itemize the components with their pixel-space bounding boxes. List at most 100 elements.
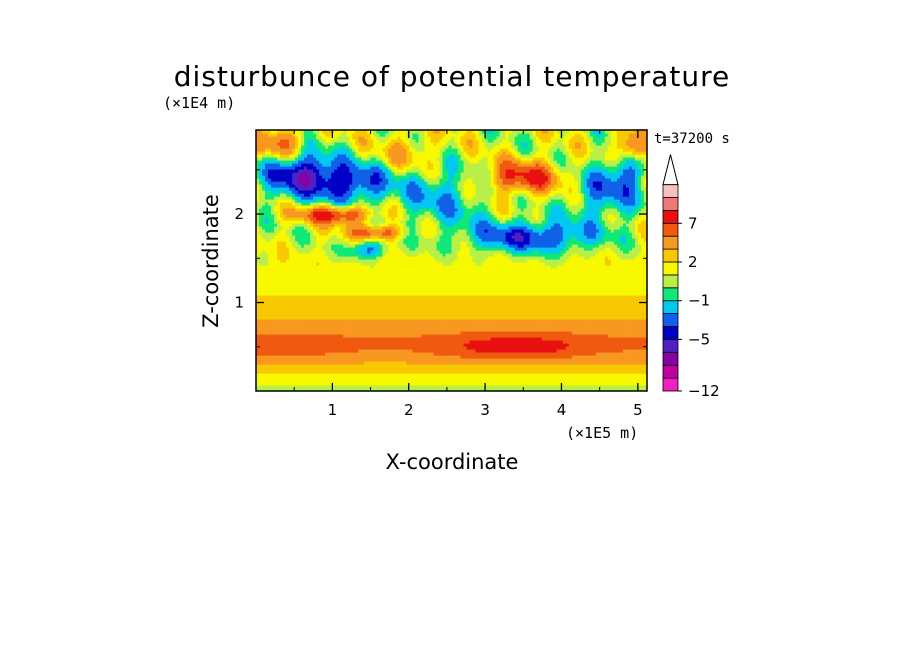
contour-cell (295, 172, 299, 176)
contour-cell (259, 376, 263, 380)
contour-cell (388, 286, 392, 290)
contour-cell (277, 193, 281, 197)
contour-cell (256, 223, 260, 227)
contour-cell (370, 241, 374, 245)
contour-cell (286, 151, 290, 155)
contour-cell (286, 364, 290, 368)
contour-cell (331, 259, 335, 263)
contour-cell (406, 190, 410, 194)
contour-cell (370, 175, 374, 179)
contour-cell (325, 130, 329, 134)
contour-cell (337, 226, 341, 230)
contour-cell (385, 247, 389, 251)
contour-cell (322, 361, 326, 365)
contour-cell (316, 310, 320, 314)
contour-cell (370, 388, 374, 391)
contour-cell (376, 376, 380, 380)
contour-cell (298, 319, 302, 323)
contour-cell (403, 373, 407, 377)
contour-cell (367, 139, 371, 143)
contour-cell (406, 286, 410, 290)
contour-cell (343, 256, 347, 260)
contour-cell (322, 295, 326, 299)
contour-cell (385, 223, 389, 227)
contour-cell (295, 196, 299, 200)
contour-cell (307, 163, 311, 167)
contour-cell (313, 298, 317, 302)
contour-cell (316, 169, 320, 173)
contour-cell (334, 319, 338, 323)
contour-cell (313, 244, 317, 248)
contour-cell (370, 157, 374, 161)
contour-cell (400, 244, 404, 248)
contour-cell (274, 196, 278, 200)
contour-cell (292, 253, 296, 257)
contour-cell (358, 319, 362, 323)
contour-cell (301, 292, 305, 296)
contour-cell (403, 337, 407, 341)
contour-cell (421, 364, 426, 368)
contour-cell (385, 286, 389, 290)
contour-cell (334, 214, 338, 218)
contour-cell (313, 376, 317, 380)
contour-cell (400, 322, 404, 326)
contour-cell (382, 148, 386, 152)
contour-cell (298, 340, 302, 344)
contour-cell (376, 157, 380, 161)
contour-cell (376, 151, 380, 155)
contour-cell (313, 286, 317, 290)
contour-cell (355, 355, 359, 359)
contour-cell (421, 172, 426, 176)
contour-cell (334, 250, 338, 254)
contour-cell (286, 232, 290, 236)
contour-cell (376, 217, 380, 221)
contour-cell (319, 334, 323, 338)
contour-cell (388, 298, 392, 302)
contour-cell (310, 325, 314, 329)
contour-cell (391, 331, 395, 335)
contour-cell (319, 190, 323, 194)
contour-cell (301, 142, 305, 146)
contour-cell (283, 244, 287, 248)
contour-cell (280, 205, 284, 209)
contour-cell (388, 289, 392, 293)
contour-cell (421, 235, 426, 239)
contour-cell (346, 286, 350, 290)
contour-cell (340, 205, 344, 209)
contour-cell (292, 361, 296, 365)
contour-cell (262, 295, 266, 299)
contour-cell (391, 352, 395, 356)
contour-cell (379, 187, 383, 191)
contour-cell (400, 340, 404, 344)
contour-cell (346, 358, 350, 362)
contour-cell (403, 265, 407, 269)
contour-cell (331, 229, 335, 233)
contour-cell (415, 304, 420, 308)
contour-cell (259, 130, 263, 134)
contour-cell (415, 373, 420, 377)
contour-cell (418, 325, 423, 329)
contour-cell (406, 208, 410, 212)
contour-cell (406, 220, 410, 224)
contour-cell (352, 187, 356, 191)
contour-cell (391, 385, 395, 389)
contour-cell (274, 199, 278, 203)
contour-cell (271, 187, 275, 191)
contour-cell (307, 337, 311, 341)
contour-cell (274, 286, 278, 290)
contour-cell (319, 325, 323, 329)
contour-cell (328, 328, 332, 332)
contour-cell (355, 304, 359, 308)
contour-cell (379, 244, 383, 248)
contour-cell (367, 373, 371, 377)
contour-cell (310, 205, 314, 209)
contour-cell (262, 163, 266, 167)
contour-cell (301, 199, 305, 203)
contour-cell (271, 148, 275, 152)
contour-cell (373, 373, 377, 377)
contour-cell (331, 196, 335, 200)
contour-cell (256, 283, 260, 287)
contour-cell (427, 325, 432, 329)
contour-cell (304, 175, 308, 179)
contour-cell (391, 139, 395, 143)
